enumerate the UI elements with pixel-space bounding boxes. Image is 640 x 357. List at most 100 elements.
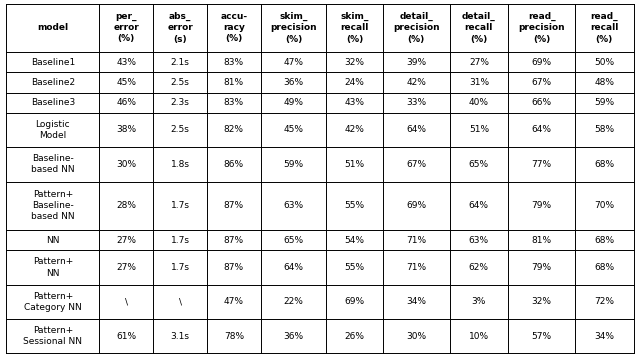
Text: 64%: 64% <box>532 125 552 135</box>
Text: skim_
precision
(%): skim_ precision (%) <box>270 12 317 44</box>
Text: 71%: 71% <box>406 236 426 245</box>
Text: 46%: 46% <box>116 98 136 107</box>
Text: Baseline-
based NN: Baseline- based NN <box>31 154 75 174</box>
Text: 34%: 34% <box>406 297 426 306</box>
Text: 87%: 87% <box>224 236 244 245</box>
Text: 83%: 83% <box>224 58 244 67</box>
Text: 48%: 48% <box>595 78 614 87</box>
Text: 83%: 83% <box>224 98 244 107</box>
Text: 68%: 68% <box>595 236 614 245</box>
Text: 67%: 67% <box>406 160 426 169</box>
Text: 59%: 59% <box>284 160 303 169</box>
Text: 43%: 43% <box>116 58 136 67</box>
Text: Pattern+
Baseline-
based NN: Pattern+ Baseline- based NN <box>31 190 75 221</box>
Text: 22%: 22% <box>284 297 303 306</box>
Text: 1.8s: 1.8s <box>171 160 189 169</box>
Text: 39%: 39% <box>406 58 426 67</box>
Text: 3%: 3% <box>472 297 486 306</box>
Text: 2.3s: 2.3s <box>171 98 189 107</box>
Text: 67%: 67% <box>532 78 552 87</box>
Text: read_
recall
(%): read_ recall (%) <box>590 12 618 44</box>
Text: 27%: 27% <box>116 263 136 272</box>
Text: 62%: 62% <box>469 263 489 272</box>
Text: 30%: 30% <box>406 332 426 341</box>
Text: 45%: 45% <box>116 78 136 87</box>
Text: 30%: 30% <box>116 160 136 169</box>
Text: 79%: 79% <box>532 201 552 210</box>
Text: 31%: 31% <box>469 78 489 87</box>
Text: NN: NN <box>46 236 60 245</box>
Text: 26%: 26% <box>344 332 364 341</box>
Text: Baseline2: Baseline2 <box>31 78 75 87</box>
Text: 63%: 63% <box>284 201 303 210</box>
Text: 42%: 42% <box>406 78 426 87</box>
Text: 50%: 50% <box>595 58 614 67</box>
Text: 71%: 71% <box>406 263 426 272</box>
Text: Baseline3: Baseline3 <box>31 98 75 107</box>
Text: 64%: 64% <box>406 125 426 135</box>
Text: 36%: 36% <box>284 332 303 341</box>
Text: Pattern+
Sessional NN: Pattern+ Sessional NN <box>24 326 83 346</box>
Text: 10%: 10% <box>469 332 489 341</box>
Text: 87%: 87% <box>224 263 244 272</box>
Text: Logistic
Model: Logistic Model <box>36 120 70 140</box>
Text: 58%: 58% <box>595 125 614 135</box>
Text: 59%: 59% <box>595 98 614 107</box>
Text: 1.7s: 1.7s <box>171 201 189 210</box>
Text: 3.1s: 3.1s <box>171 332 189 341</box>
Text: 69%: 69% <box>344 297 365 306</box>
Text: 68%: 68% <box>595 160 614 169</box>
Text: per_
error
(%): per_ error (%) <box>113 12 140 44</box>
Text: 2.1s: 2.1s <box>171 58 189 67</box>
Text: 72%: 72% <box>595 297 614 306</box>
Text: 28%: 28% <box>116 201 136 210</box>
Text: 69%: 69% <box>406 201 426 210</box>
Text: \: \ <box>125 297 128 306</box>
Text: 77%: 77% <box>532 160 552 169</box>
Text: 65%: 65% <box>284 236 303 245</box>
Text: detail_
precision
(%): detail_ precision (%) <box>393 12 440 44</box>
Text: 33%: 33% <box>406 98 426 107</box>
Text: 1.7s: 1.7s <box>171 263 189 272</box>
Text: 54%: 54% <box>344 236 364 245</box>
Text: 32%: 32% <box>344 58 364 67</box>
Text: Pattern+
Category NN: Pattern+ Category NN <box>24 292 82 312</box>
Text: 47%: 47% <box>284 58 303 67</box>
Text: Pattern+
NN: Pattern+ NN <box>33 257 73 277</box>
Text: 55%: 55% <box>344 263 365 272</box>
Text: 63%: 63% <box>469 236 489 245</box>
Text: 40%: 40% <box>469 98 489 107</box>
Text: 27%: 27% <box>116 236 136 245</box>
Text: 57%: 57% <box>532 332 552 341</box>
Text: 38%: 38% <box>116 125 136 135</box>
Text: 1.7s: 1.7s <box>171 236 189 245</box>
Text: 42%: 42% <box>344 125 364 135</box>
Text: 65%: 65% <box>469 160 489 169</box>
Text: 51%: 51% <box>469 125 489 135</box>
Text: 69%: 69% <box>532 58 552 67</box>
Text: accu-
racy
(%): accu- racy (%) <box>220 12 248 44</box>
Text: abs_
error
(s): abs_ error (s) <box>167 12 193 44</box>
Text: 51%: 51% <box>344 160 365 169</box>
Text: 86%: 86% <box>224 160 244 169</box>
Text: 36%: 36% <box>284 78 303 87</box>
Text: \: \ <box>179 297 182 306</box>
Text: 32%: 32% <box>532 297 552 306</box>
Text: 24%: 24% <box>344 78 364 87</box>
Text: 81%: 81% <box>532 236 552 245</box>
Text: 2.5s: 2.5s <box>171 125 189 135</box>
Text: 2.5s: 2.5s <box>171 78 189 87</box>
Text: detail_
recall
(%): detail_ recall (%) <box>462 12 496 44</box>
Text: 78%: 78% <box>224 332 244 341</box>
Text: 55%: 55% <box>344 201 365 210</box>
Text: 66%: 66% <box>532 98 552 107</box>
Text: model: model <box>37 23 68 32</box>
Text: Baseline1: Baseline1 <box>31 58 75 67</box>
Text: 79%: 79% <box>532 263 552 272</box>
Text: 49%: 49% <box>284 98 303 107</box>
Text: 45%: 45% <box>284 125 303 135</box>
Text: skim_
recall
(%): skim_ recall (%) <box>340 12 369 44</box>
Text: read_
precision
(%): read_ precision (%) <box>518 12 565 44</box>
Text: 47%: 47% <box>224 297 244 306</box>
Text: 43%: 43% <box>344 98 364 107</box>
